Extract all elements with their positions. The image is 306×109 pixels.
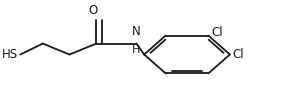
Text: Cl: Cl [211,26,223,39]
Text: O: O [88,4,97,17]
Text: N: N [132,25,141,38]
Text: HS: HS [2,48,18,61]
Text: H: H [132,45,141,55]
Text: Cl: Cl [233,48,244,61]
